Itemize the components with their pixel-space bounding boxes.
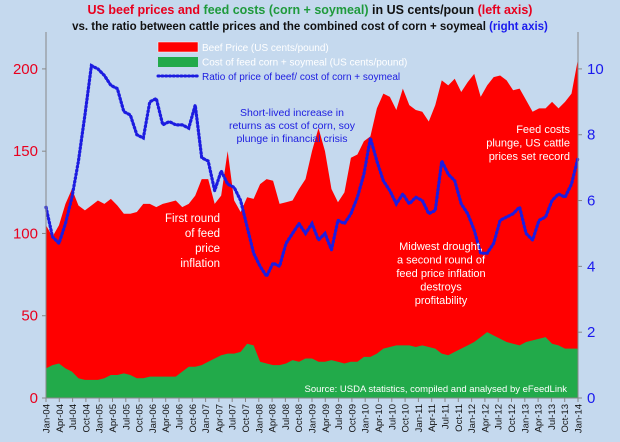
x-tick-label: Apr-10 <box>374 404 385 433</box>
chart-areas <box>46 59 578 398</box>
annotation-line: prices set record <box>489 151 570 163</box>
x-tick-label: Apr-11 <box>427 404 438 432</box>
x-tick-label: Oct-04 <box>81 404 92 433</box>
x-tick-label: Jan-14 <box>574 404 585 433</box>
annotation-line: Short-lived increase in <box>240 107 344 119</box>
annotation-line: Midwest drought, <box>399 241 483 253</box>
annotation-source: Source: USDA statistics, compiled and an… <box>305 384 568 395</box>
x-tick-label: Oct-09 <box>347 404 358 433</box>
right-tick-label: 6 <box>587 193 595 210</box>
x-tick-label: Jul-06 <box>175 404 186 430</box>
annotation-line: profitability <box>415 295 468 307</box>
annotation-midwest-drought: Midwest drought, a second round of feed pr… <box>396 241 486 307</box>
x-tick-label: Jan-07 <box>201 404 212 433</box>
ratio-series <box>44 63 580 280</box>
x-tick-label: Oct-07 <box>241 404 252 433</box>
x-tick-label: Jan-10 <box>361 404 372 433</box>
x-tick-label: Jul-13 <box>547 404 558 430</box>
x-tick-label: Apr-08 <box>268 404 279 433</box>
x-tick-label: Oct-10 <box>401 404 412 433</box>
x-tick-label: Apr-13 <box>534 404 545 433</box>
x-tick-label: Oct-06 <box>188 404 199 433</box>
chart-annotations: First round of feed price inflation Short-li… <box>165 107 570 395</box>
chart-subtitle: vs. the ratio between cattle prices and … <box>0 21 620 33</box>
x-tick-label: Jan-13 <box>520 404 531 433</box>
x-tick-label: Jul-12 <box>494 404 505 430</box>
title-part-left-axis: (left axis) <box>477 3 533 17</box>
right-tick-label: 4 <box>587 258 595 275</box>
x-tick-label: Jan-11 <box>414 404 425 432</box>
x-tick-label: Jul-08 <box>281 404 292 430</box>
chart-title: US beef prices and feed costs (corn + so… <box>0 3 620 17</box>
annotation-line: a second round of <box>397 255 486 267</box>
left-tick-label: 200 <box>13 61 38 78</box>
x-tick-label: Jul-07 <box>228 404 239 430</box>
annotation-line: of feed <box>185 228 220 240</box>
title-part-feed: feed costs (corn + soymeal) <box>203 3 369 17</box>
x-tick-label: Apr-04 <box>55 404 66 433</box>
x-tick-label: Jan-04 <box>42 404 53 433</box>
x-tick-label: Jul-11 <box>441 404 452 429</box>
right-tick-label: 10 <box>587 61 604 78</box>
left-tick-label: 150 <box>13 143 38 160</box>
x-tick-label: Oct-11 <box>454 404 465 432</box>
legend-label-0: Beef Price (US cents/pound) <box>202 43 329 54</box>
right-tick-label: 0 <box>587 390 595 407</box>
x-tick-label: Jan-09 <box>308 404 319 433</box>
x-tick-label: Oct-08 <box>294 404 305 433</box>
annotation-line: feed price inflation <box>396 268 485 280</box>
x-tick-label: Apr-09 <box>321 404 332 433</box>
legend-label-2: Ratio of price of beef/ cost of corn + s… <box>202 72 400 83</box>
x-tick-label: Apr-07 <box>214 404 225 433</box>
x-tick-label: Jul-05 <box>121 404 132 430</box>
x-tick-label: Apr-06 <box>161 404 172 433</box>
title-part-units: in US cents/poun <box>368 3 478 17</box>
x-tick-label: Jan-08 <box>254 404 265 433</box>
right-tick-label: 8 <box>587 127 595 144</box>
title-part-beef: US beef prices and <box>87 3 204 17</box>
annotation-line: Source: USDA statistics, compiled and an… <box>305 384 568 395</box>
ratio-line <box>44 63 580 280</box>
x-tick-label: Oct-13 <box>560 404 571 433</box>
x-tick-label: Jul-09 <box>334 404 345 430</box>
x-tick-label: Jul-10 <box>387 404 398 430</box>
annotation-short-lived-increase: Short-lived increase in returns as cost o… <box>229 107 356 145</box>
x-tick-label: Apr-12 <box>480 404 491 433</box>
legend-label-1: Cost of feed corn + soymeal (US cents/po… <box>202 58 407 69</box>
legend-swatch-beef <box>157 41 199 53</box>
x-tick-label: Jan-05 <box>95 404 106 433</box>
annotation-line: First round <box>165 213 220 225</box>
right-tick-label: 2 <box>587 324 595 341</box>
annotation-line: returns as cost of corn, soy <box>229 120 356 132</box>
legend-swatch-feed <box>158 57 198 67</box>
annotation-feed-costs-plunge: Feed costs plunge, US cattle prices set re… <box>486 124 570 163</box>
annotation-line: plunge, US cattle <box>486 138 570 150</box>
x-tick-label: Jan-12 <box>467 404 478 433</box>
left-tick-label: 100 <box>13 225 38 242</box>
subtitle-part-ratio: vs. the ratio between cattle prices and … <box>72 21 490 33</box>
x-tick-label: Jan-06 <box>148 404 159 433</box>
annotation-line: price <box>195 243 220 255</box>
subtitle-part-right-axis: (right axis) <box>489 21 548 33</box>
annotation-line: destroys <box>420 282 462 294</box>
beef-price-area <box>46 59 578 398</box>
chart-legend: Beef Price (US cents/pound) Cost of feed … <box>156 41 407 83</box>
x-tick-label: Jul-04 <box>68 404 79 430</box>
annotation-line: plunge in financial crisis <box>237 133 348 145</box>
x-tick-label: Apr-05 <box>108 404 119 433</box>
annotation-feed-price-inflation: First round of feed price inflation <box>165 213 220 270</box>
x-tick-label: Oct-05 <box>135 404 146 433</box>
x-tick-label: Oct-12 <box>507 404 518 433</box>
annotation-line: inflation <box>180 258 220 270</box>
feed-cost-area <box>46 332 578 398</box>
left-tick-label: 50 <box>21 308 38 325</box>
left-tick-label: 0 <box>30 390 38 407</box>
annotation-line: Feed costs <box>516 124 570 136</box>
